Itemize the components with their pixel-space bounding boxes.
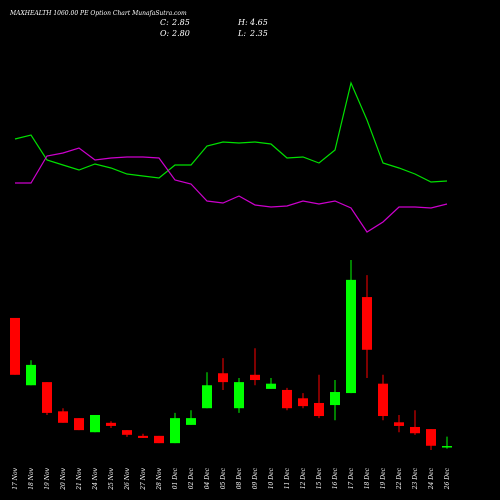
stat-value: 4.65 bbox=[249, 18, 268, 27]
x-tick-label: 19 Nov bbox=[44, 467, 51, 489]
x-tick-label: 26 Nov bbox=[124, 467, 131, 490]
x-tick-label: 10 Dec bbox=[268, 467, 275, 489]
stat-value: 2.35 bbox=[249, 29, 268, 38]
candle-body bbox=[314, 402, 324, 417]
x-tick-label: 17 Nov bbox=[12, 467, 19, 489]
candle-body bbox=[330, 392, 340, 406]
x-tick-label: 16 Dec bbox=[332, 467, 339, 489]
stat-value: 2.80 bbox=[171, 29, 190, 38]
stat-value: 2.85 bbox=[171, 18, 190, 27]
x-tick-label: 20 Nov bbox=[60, 467, 67, 490]
x-tick-label: 21 Nov bbox=[76, 467, 83, 490]
x-tick-label: 08 Dec bbox=[236, 467, 243, 489]
x-tick-label: 24 Nov bbox=[92, 467, 99, 490]
candle-body bbox=[218, 373, 228, 383]
line bbox=[14, 81, 448, 183]
candle-body bbox=[10, 317, 20, 375]
x-tick-label: 05 Dec bbox=[220, 467, 227, 489]
x-tick-label: 18 Nov bbox=[28, 467, 35, 489]
x-tick-label: 24 Dec bbox=[428, 467, 435, 490]
candle-body bbox=[154, 435, 164, 444]
x-tick-label: 01 Dec bbox=[172, 467, 179, 489]
stat-label: L: bbox=[237, 29, 246, 38]
stat-label: O: bbox=[160, 29, 170, 38]
candle-body bbox=[106, 422, 116, 426]
candle-body bbox=[362, 297, 372, 350]
candle-body bbox=[346, 279, 356, 394]
chart-title: MAXHEALTH 1060.00 PE Option Chart Munafa… bbox=[9, 10, 187, 17]
x-tick-label: 12 Dec bbox=[300, 467, 307, 489]
x-tick-label: 09 Dec bbox=[252, 467, 259, 489]
stat-label: C: bbox=[160, 18, 169, 27]
candle-body bbox=[426, 429, 436, 446]
x-tick-label: 25 Nov bbox=[108, 467, 115, 490]
candle-body bbox=[170, 418, 180, 444]
candle-body bbox=[394, 422, 404, 426]
x-tick-label: 28 Nov bbox=[156, 467, 163, 490]
candle-body bbox=[138, 435, 148, 438]
candle-body bbox=[186, 418, 196, 425]
x-tick-label: 19 Dec bbox=[380, 467, 387, 489]
x-tick-label: 18 Dec bbox=[364, 467, 371, 489]
candle-body bbox=[234, 382, 244, 409]
candle-body bbox=[298, 398, 308, 407]
candle-body bbox=[282, 389, 292, 409]
x-tick-label: 23 Dec bbox=[412, 467, 419, 490]
candle-body bbox=[202, 385, 212, 409]
x-tick-label: 15 Dec bbox=[316, 467, 323, 489]
x-tick-label: 17 Dec bbox=[348, 467, 355, 489]
line bbox=[15, 147, 448, 233]
candle-body bbox=[442, 446, 452, 448]
candle-body bbox=[58, 411, 68, 423]
x-tick-label: 26 Dec bbox=[444, 467, 451, 490]
candle-body bbox=[410, 426, 420, 434]
candle-body bbox=[266, 383, 276, 389]
x-tick-label: 11 Dec bbox=[284, 467, 291, 489]
candle-body bbox=[378, 383, 388, 417]
x-tick-label: 22 Dec bbox=[396, 467, 403, 490]
candle-body bbox=[74, 418, 84, 431]
candle-body bbox=[122, 430, 132, 435]
x-tick-label: 02 Dec bbox=[188, 467, 195, 489]
candle-body bbox=[90, 414, 100, 433]
x-tick-label: 27 Nov bbox=[140, 467, 147, 490]
x-tick-label: 04 Dec bbox=[204, 467, 211, 489]
stat-label: H: bbox=[237, 18, 248, 27]
candle-body bbox=[250, 374, 260, 381]
candle-body bbox=[26, 364, 36, 386]
candle-body bbox=[42, 382, 52, 413]
